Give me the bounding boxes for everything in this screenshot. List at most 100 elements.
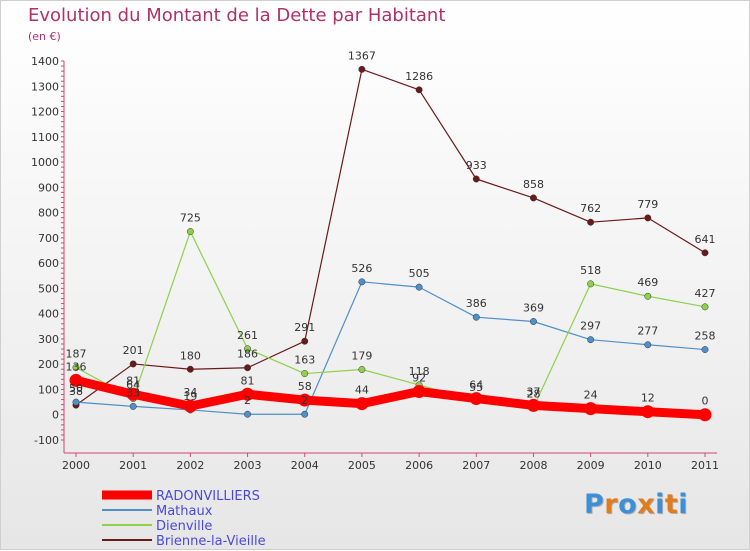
data-point-mathaux <box>701 346 709 353</box>
data-point-dienville <box>186 228 194 236</box>
data-label-dienville: 725 <box>180 212 201 225</box>
data-point-mathaux <box>587 336 595 344</box>
data-label-brienne-la-vieille: 858 <box>523 178 544 191</box>
data-label-mathaux: 526 <box>351 262 372 275</box>
y-tick-label: 800 <box>38 207 59 220</box>
data-label-radonvilliers: 81 <box>126 374 140 387</box>
data-point-dienville <box>244 345 251 353</box>
data-label-dienville: 28 <box>526 388 540 401</box>
data-label-radonvilliers: 0 <box>702 395 709 408</box>
data-label-brienne-la-vieille: 1367 <box>348 49 376 62</box>
y-tick-label: 700 <box>38 232 59 245</box>
data-point-mathaux <box>530 318 537 325</box>
data-point-brienne-la-vieille <box>358 65 366 73</box>
x-tick-label: 2002 <box>176 459 204 472</box>
data-label-radonvilliers: 58 <box>298 380 312 393</box>
y-tick-label: 0 <box>52 409 59 422</box>
data-label-dienville: 261 <box>237 329 258 342</box>
data-label-mathaux: 33 <box>126 386 140 399</box>
data-point-brienne-la-vieille <box>644 214 652 222</box>
y-tick-label: 100 <box>38 383 59 396</box>
data-label-brienne-la-vieille: 201 <box>123 344 144 357</box>
data-point-dienville <box>358 366 366 373</box>
legend-label-dienville: Dienville <box>156 519 212 534</box>
x-tick-label: 2004 <box>291 459 319 472</box>
data-point-brienne-la-vieille <box>129 360 137 368</box>
axes: -100010020030040050060070080090010001100… <box>31 55 719 472</box>
data-label-mathaux: 505 <box>409 267 430 280</box>
x-tick-label: 2008 <box>519 459 547 472</box>
data-label-dienville: 427 <box>695 287 716 300</box>
data-label-dienville: 187 <box>66 347 87 360</box>
chart-subtitle: (en €) <box>28 30 61 43</box>
data-point-radonvilliers <box>69 373 83 387</box>
x-tick-label: 2010 <box>634 459 662 472</box>
data-point-mathaux <box>301 410 309 418</box>
logo-letter: x <box>637 489 656 520</box>
x-tick-label: 2009 <box>577 459 605 472</box>
series-line-brienne-la-vieille <box>75 68 706 406</box>
data-point-dienville <box>587 280 595 288</box>
data-point-mathaux <box>644 341 652 349</box>
y-tick-label: 900 <box>38 181 59 194</box>
data-label-mathaux: 50 <box>69 382 83 395</box>
x-tick-label: 2003 <box>234 459 262 472</box>
data-label-brienne-la-vieille: 762 <box>580 202 601 215</box>
data-point-radonvilliers <box>641 405 655 419</box>
data-point-radonvilliers <box>526 398 540 412</box>
logo-letter: i <box>678 489 689 520</box>
data-label-brienne-la-vieille: 291 <box>294 321 315 334</box>
data-label-dienville: 163 <box>294 354 315 367</box>
data-point-brienne-la-vieille <box>530 194 537 202</box>
data-point-mathaux <box>358 278 366 286</box>
data-point-brienne-la-vieille <box>587 218 595 226</box>
series-line-radonvilliers <box>71 375 710 420</box>
y-tick-label: 600 <box>38 257 59 270</box>
y-tick-label: 1400 <box>31 55 59 68</box>
x-tick-label: 2007 <box>462 459 490 472</box>
data-point-mathaux <box>72 398 80 406</box>
data-point-mathaux <box>415 283 423 291</box>
data-label-radonvilliers: 81 <box>241 374 255 387</box>
data-label-radonvilliers: 24 <box>584 389 598 402</box>
data-point-radonvilliers <box>469 392 483 406</box>
data-label-dienville: 64 <box>126 379 140 392</box>
data-point-dienville <box>301 370 309 377</box>
legend-label-radonvilliers: RADONVILLIERS <box>156 489 260 504</box>
series-line-dienville <box>75 230 706 409</box>
data-label-brienne-la-vieille: 180 <box>180 349 201 362</box>
y-tick-label: 1100 <box>31 131 59 144</box>
data-label-mathaux: 386 <box>466 297 487 310</box>
data-point-dienville <box>644 292 652 300</box>
data-point-radonvilliers <box>241 387 255 401</box>
data-label-brienne-la-vieille: 779 <box>637 198 658 211</box>
y-tick-label: 1200 <box>31 106 59 119</box>
data-label-brienne-la-vieille: 933 <box>466 159 487 172</box>
proxiti-logo: Proxiti <box>584 489 688 520</box>
y-tick-label: 1000 <box>31 156 59 169</box>
x-tick-label: 2006 <box>405 459 433 472</box>
logo-letter: i <box>655 489 665 520</box>
data-label-brienne-la-vieille: 186 <box>237 348 258 361</box>
data-point-radonvilliers <box>584 402 598 416</box>
data-point-radonvilliers <box>412 384 426 398</box>
y-tick-label: 1300 <box>31 80 59 93</box>
legend-label-mathaux: Mathaux <box>156 504 213 519</box>
data-label-mathaux: 19 <box>183 390 197 403</box>
y-tick-label: 300 <box>38 333 59 346</box>
data-point-radonvilliers <box>298 393 312 407</box>
chart-title: Evolution du Montant de la Dette par Hab… <box>28 5 446 26</box>
legend-label-brienne-la-vieille: Brienne-la-Vieille <box>156 534 266 549</box>
data-point-brienne-la-vieille <box>472 175 480 183</box>
data-label-mathaux: 2 <box>301 394 308 407</box>
data-label-radonvilliers: 44 <box>355 384 369 397</box>
data-label-radonvilliers: 34 <box>183 386 197 399</box>
y-tick-label: 200 <box>38 358 59 371</box>
data-label-dienville: 469 <box>637 276 658 289</box>
data-label-mathaux: 2 <box>244 394 251 407</box>
data-label-mathaux: 369 <box>523 301 544 314</box>
data-point-dienville <box>72 364 80 371</box>
data-point-brienne-la-vieille <box>244 364 251 372</box>
